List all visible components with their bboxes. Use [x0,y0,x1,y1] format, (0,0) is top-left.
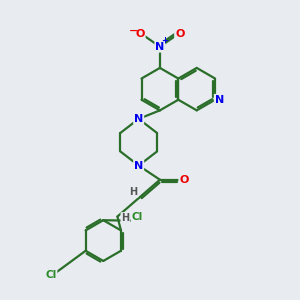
Text: −: − [129,26,139,36]
Text: Cl: Cl [45,270,57,280]
Text: O: O [175,29,184,39]
Text: +: + [161,36,169,45]
Text: N: N [155,42,164,52]
Text: H: H [121,213,129,223]
Text: N: N [134,160,143,171]
Text: H: H [130,187,138,197]
Text: O: O [135,29,145,39]
Text: Cl: Cl [132,212,143,221]
Text: N: N [134,114,143,124]
Text: O: O [179,175,189,185]
Text: N: N [215,95,224,105]
